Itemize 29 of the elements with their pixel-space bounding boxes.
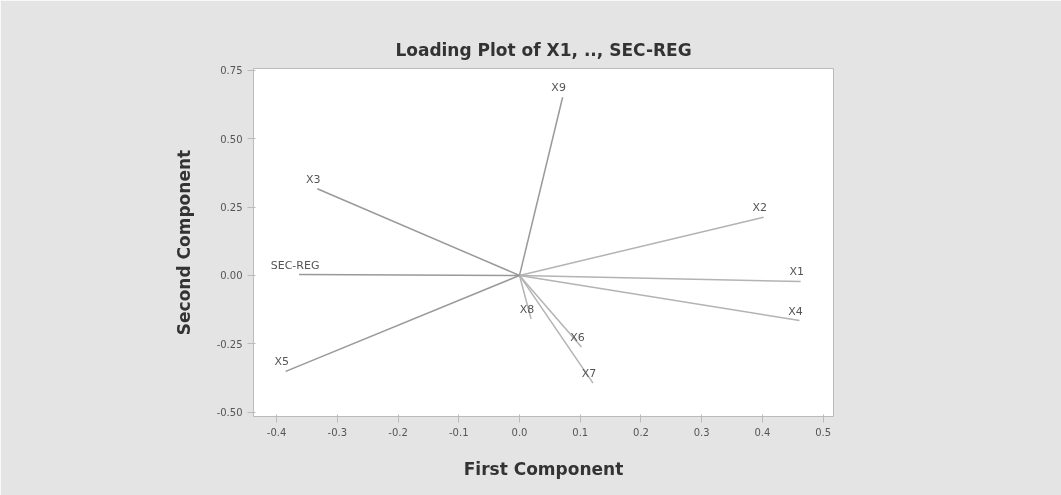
y-tick-label: -0.25 (216, 338, 243, 350)
series-label: X7 (581, 367, 597, 381)
x-tick-label: 0.4 (754, 426, 771, 438)
series-label: X1 (789, 265, 804, 279)
y-tick-label: -0.50 (216, 407, 243, 419)
x-tick-label: 0.2 (633, 426, 649, 438)
series-label: X5 (274, 355, 289, 369)
x-tick-label: -0.3 (327, 426, 348, 438)
x-tick-label: -0.2 (388, 426, 408, 438)
y-axis-title: Second Component (173, 149, 194, 336)
x-tick-label: 0.1 (572, 426, 589, 438)
chart-title: Loading Plot of X1, .., SEC-REG (395, 39, 692, 60)
series-label: X6 (570, 331, 585, 345)
x-tick-label: -0.4 (266, 426, 287, 438)
series-label: X3 (306, 172, 321, 186)
x-tick-label: 0.0 (511, 426, 528, 438)
series-label: X4 (788, 304, 803, 318)
y-tick-label: 0.75 (220, 65, 243, 77)
y-tick-label: 0.00 (220, 270, 243, 282)
x-axis-title: First Component (463, 458, 624, 479)
x-tick-label: -0.1 (449, 426, 469, 438)
y-tick-label: 0.50 (220, 133, 243, 145)
series-label: SEC-REG (270, 258, 320, 272)
series-label: X8 (519, 302, 535, 316)
x-tick-label: 0.5 (815, 426, 832, 438)
x-tick-label: 0.3 (693, 426, 710, 438)
series-label: X2 (752, 201, 767, 215)
series-label: X9 (551, 81, 566, 95)
y-tick-label: 0.25 (220, 202, 243, 214)
